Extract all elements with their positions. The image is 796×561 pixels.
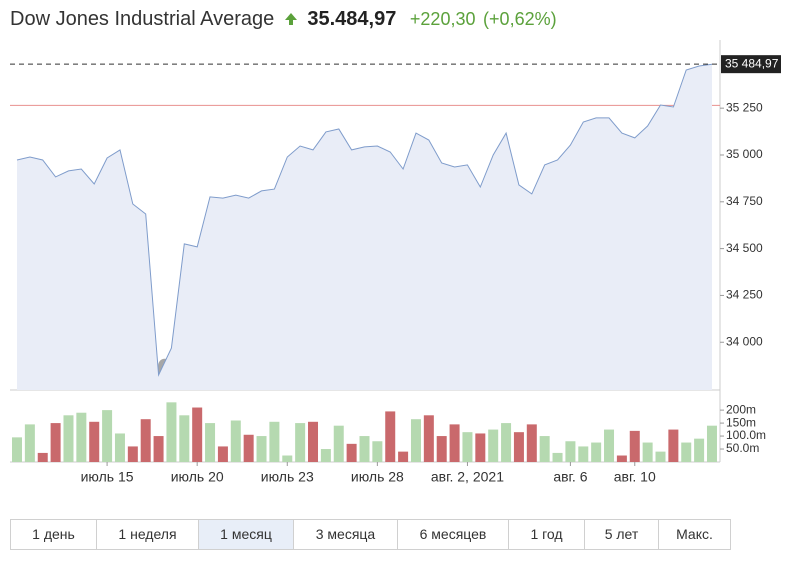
volume-bar [24, 424, 35, 462]
volume-bar [681, 442, 692, 462]
change-pct: (+0,62%) [483, 9, 557, 29]
volume-bar [629, 430, 640, 462]
volume-bar [89, 421, 100, 462]
volume-bar [205, 423, 216, 462]
volume-bar [269, 421, 280, 462]
volume-bar [179, 415, 190, 462]
volume-bar [114, 433, 125, 462]
x-tick-label: авг. 2, 2021 [431, 469, 504, 485]
current-price-label: 35 484,97 [725, 56, 779, 70]
y-tick-label: 34 750 [726, 194, 763, 208]
range-button[interactable]: 6 месяцев [398, 520, 509, 549]
x-tick-label: июль 28 [351, 469, 404, 485]
volume-bar [12, 437, 22, 462]
range-button[interactable]: 1 день [11, 520, 97, 549]
y-tick-label: 35 250 [726, 100, 763, 114]
range-button[interactable]: 3 месяца [294, 520, 398, 549]
x-tick-label: июль 15 [81, 469, 134, 485]
volume-bar [359, 436, 370, 462]
volume-bar [102, 410, 113, 462]
volume-bar [166, 402, 177, 462]
volume-bar [423, 415, 434, 462]
y-tick-label: 34 000 [726, 334, 763, 348]
range-button[interactable]: 5 лет [585, 520, 659, 549]
volume-bar [217, 446, 228, 462]
price: 35.484,97 [307, 8, 397, 30]
volume-bar [655, 451, 666, 462]
volume-tick-label: 200m [726, 402, 756, 416]
volume-bar [668, 429, 679, 462]
volume-bar [308, 421, 319, 462]
volume-bar [243, 434, 254, 462]
volume-bar [565, 441, 576, 462]
volume-bar [706, 425, 717, 462]
volume-bar [616, 455, 627, 462]
price-area [17, 64, 712, 390]
volume-bar [449, 424, 460, 462]
volume-bar [513, 432, 524, 462]
volume-bar [488, 429, 499, 462]
volume-bar [333, 425, 344, 462]
volume-bar [230, 420, 241, 462]
volume-bar [539, 436, 550, 462]
volume-bar [140, 419, 151, 462]
volume-bar [320, 449, 331, 462]
range-button[interactable]: 1 неделя [97, 520, 199, 549]
volume-bar [591, 442, 602, 462]
volume-bar [475, 433, 486, 462]
volume-bar [282, 455, 293, 462]
x-tick-label: авг. 10 [614, 469, 656, 485]
price-line [16, 63, 713, 377]
volume-bar [642, 442, 653, 462]
volume-bar [256, 436, 267, 462]
x-tick-label: июль 20 [171, 469, 224, 485]
x-tick-label: авг. 6 [553, 469, 587, 485]
y-tick-label: 34 500 [726, 241, 763, 255]
volume-bar [295, 423, 306, 462]
x-tick-label: июль 23 [261, 469, 314, 485]
volume-bar [410, 419, 421, 462]
volume-bar [552, 452, 563, 462]
range-button[interactable]: Макс. [676, 526, 713, 542]
volume-bar [63, 415, 74, 462]
volume-tick-label: 100.0m [726, 428, 766, 442]
volume-bar [578, 446, 589, 462]
y-tick-label: 35 000 [726, 147, 763, 161]
range-button[interactable]: 1 месяц [199, 520, 294, 549]
volume-bar [192, 407, 203, 462]
volume-bar [694, 438, 705, 462]
volume-bar [37, 452, 48, 462]
volume-bar [501, 423, 512, 462]
current-price-box [721, 55, 781, 74]
y-tick-label: 34 250 [726, 288, 763, 302]
header: Dow Jones Industrial Average 35.484,97 +… [10, 8, 557, 31]
volume-bar [398, 451, 409, 462]
volume-bar [50, 423, 61, 462]
range-selector: 1 день 1 неделя 1 месяц 3 месяца 6 месяцев 1 … [10, 519, 731, 550]
volume-bar [127, 446, 138, 462]
volume-bar [153, 436, 164, 462]
volume-bar [604, 429, 615, 462]
volume-bar [372, 441, 383, 462]
volume-bar [526, 424, 537, 462]
volume-bar [385, 411, 396, 462]
volume-tick-label: 50.0m [726, 441, 759, 455]
volume-bar [76, 412, 87, 462]
volume-tick-label: 150m [726, 415, 756, 429]
title: Dow Jones Industrial Average [10, 8, 275, 30]
volume-bar [462, 432, 473, 462]
volume-bar [346, 443, 357, 462]
up-arrow [284, 13, 297, 25]
volume-bar [436, 436, 447, 462]
range-button[interactable]: 1 год [509, 520, 585, 549]
change: +220,30 [409, 9, 476, 29]
